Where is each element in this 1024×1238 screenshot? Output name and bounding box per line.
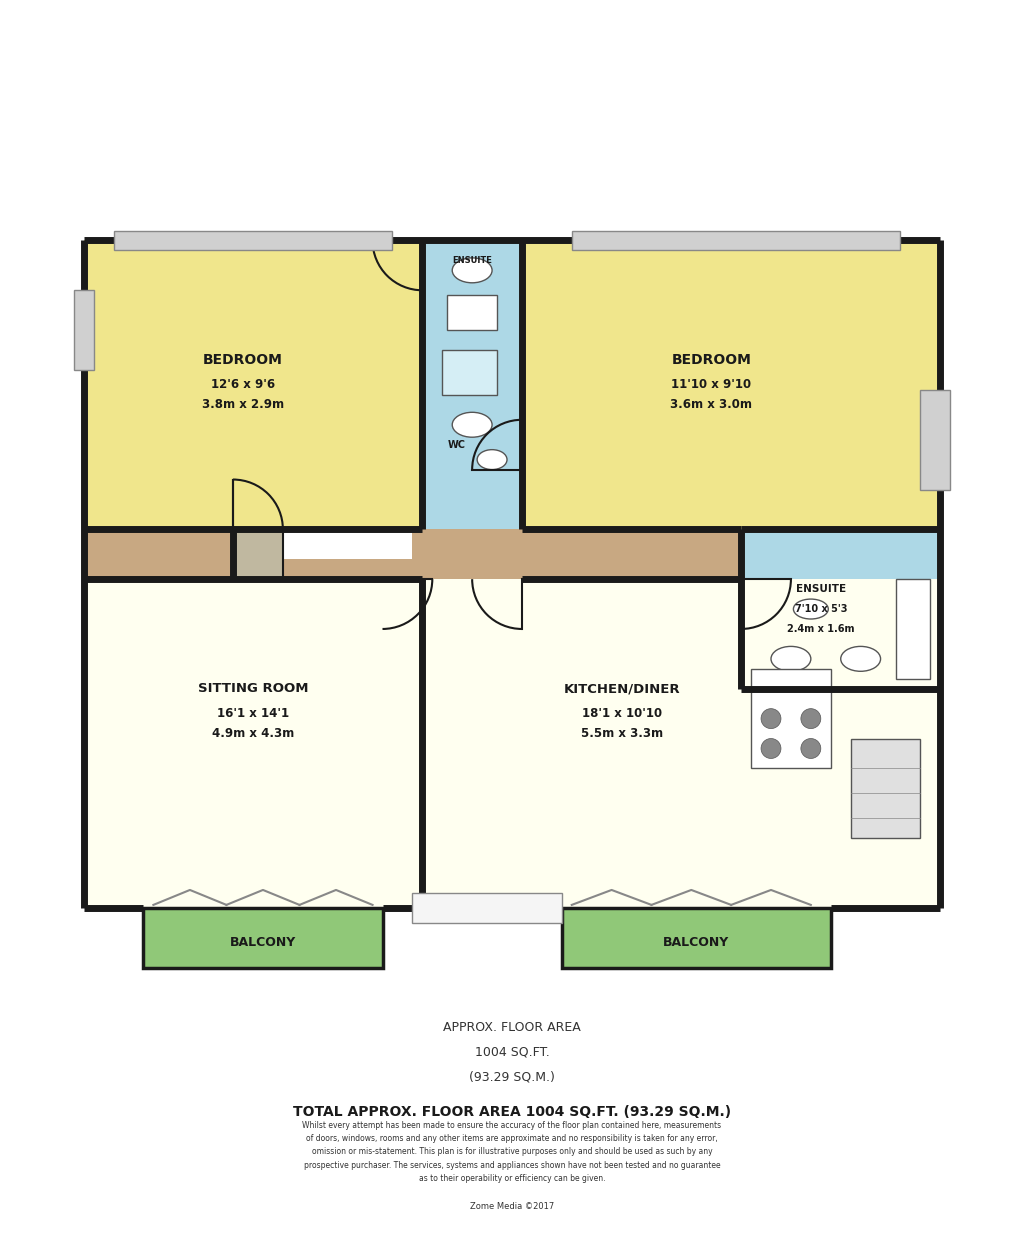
Text: ENSUITE: ENSUITE xyxy=(453,256,493,265)
Bar xyxy=(751,669,830,769)
Text: 3.8m x 2.9m: 3.8m x 2.9m xyxy=(202,399,284,411)
Bar xyxy=(571,230,900,250)
Ellipse shape xyxy=(771,646,811,671)
Text: WC: WC xyxy=(447,439,465,449)
Ellipse shape xyxy=(453,412,493,437)
Bar xyxy=(74,290,93,370)
Text: (93.29 SQ.M.): (93.29 SQ.M.) xyxy=(469,1071,555,1083)
Bar xyxy=(84,240,422,530)
Bar xyxy=(851,739,921,838)
Bar xyxy=(413,893,562,922)
Bar xyxy=(921,390,950,489)
Bar xyxy=(447,295,497,331)
Ellipse shape xyxy=(794,599,828,619)
Circle shape xyxy=(801,739,821,759)
Ellipse shape xyxy=(477,449,507,469)
Text: Zome Media ©2017: Zome Media ©2017 xyxy=(470,1202,554,1211)
Bar xyxy=(233,530,283,579)
Bar xyxy=(522,530,741,579)
Circle shape xyxy=(801,708,821,729)
Text: 2.4m x 1.6m: 2.4m x 1.6m xyxy=(787,624,855,634)
Text: TOTAL APPROX. FLOOR AREA 1004 SQ.FT. (93.29 SQ.M.): TOTAL APPROX. FLOOR AREA 1004 SQ.FT. (93… xyxy=(293,1106,731,1119)
Circle shape xyxy=(761,739,781,759)
Bar xyxy=(562,907,830,968)
Text: SITTING ROOM: SITTING ROOM xyxy=(198,682,308,696)
Bar xyxy=(84,579,422,907)
Text: 11'10 x 9'10: 11'10 x 9'10 xyxy=(671,379,752,391)
Polygon shape xyxy=(84,530,522,579)
Text: 5.5m x 3.3m: 5.5m x 3.3m xyxy=(581,727,663,740)
Text: 7'10 x 5'3: 7'10 x 5'3 xyxy=(795,604,847,614)
Text: 1004 SQ.FT.: 1004 SQ.FT. xyxy=(475,1046,549,1058)
Bar xyxy=(422,240,522,390)
Bar xyxy=(741,530,940,688)
Ellipse shape xyxy=(841,646,881,671)
Text: Whilst every attempt has been made to ensure the accuracy of the floor plan cont: Whilst every attempt has been made to en… xyxy=(302,1122,722,1182)
Bar xyxy=(114,230,392,250)
Text: BEDROOM: BEDROOM xyxy=(672,353,752,366)
Text: BALCONY: BALCONY xyxy=(664,936,729,950)
Bar xyxy=(442,350,497,395)
Text: KITCHEN/DINER: KITCHEN/DINER xyxy=(563,682,680,696)
Text: APPROX. FLOOR AREA: APPROX. FLOOR AREA xyxy=(443,1021,581,1034)
Bar xyxy=(422,579,940,907)
Text: 4.9m x 4.3m: 4.9m x 4.3m xyxy=(212,727,294,740)
Bar xyxy=(422,390,522,530)
Text: 3.6m x 3.0m: 3.6m x 3.0m xyxy=(671,399,753,411)
Text: 16'1 x 14'1: 16'1 x 14'1 xyxy=(217,707,289,721)
Bar xyxy=(522,240,940,530)
Circle shape xyxy=(761,708,781,729)
Text: BEDROOM: BEDROOM xyxy=(203,353,283,366)
Ellipse shape xyxy=(453,258,493,282)
Text: BALCONY: BALCONY xyxy=(229,936,296,950)
Bar xyxy=(896,579,931,678)
Text: 18'1 x 10'10: 18'1 x 10'10 xyxy=(582,707,662,721)
Text: ENSUITE: ENSUITE xyxy=(796,584,846,594)
Bar xyxy=(143,907,383,968)
Text: 12'6 x 9'6: 12'6 x 9'6 xyxy=(211,379,275,391)
